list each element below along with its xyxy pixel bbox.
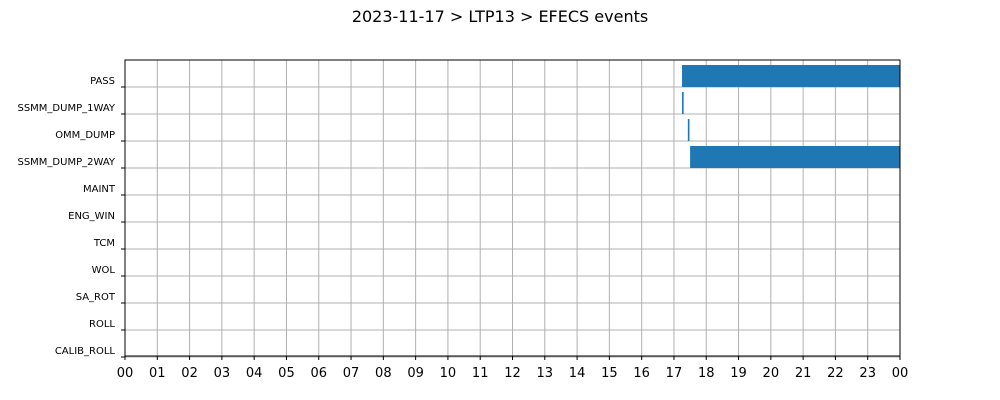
y-tick-label: SSMM_DUMP_2WAY [17,157,115,168]
y-tick-label: TCM [93,238,115,249]
y-axis: PASS SSMM_DUMP_1WAY OMM_DUMP SSMM_DUMP_2WAY… [17,76,125,358]
x-tick-label: 13 [537,366,554,381]
x-tick-label: 05 [278,366,295,381]
y-tick-label: CALIB_ROLL [55,346,116,357]
chart-title: 2023-11-17 > LTP13 > EFECS events [352,7,648,26]
x-tick-label: 19 [730,366,747,381]
x-tick-label: 02 [181,366,198,381]
y-tick-label: SA_ROT [76,292,116,303]
x-tick-label: 00 [117,366,134,381]
x-tick-label: 06 [310,366,327,381]
x-tick-label: 00 [892,366,909,381]
x-tick-label: 12 [504,366,521,381]
plot-frame [124,59,901,357]
event-bar [682,92,684,114]
event-bar [690,146,900,168]
y-tick-label: ROLL [89,319,115,330]
x-tick-label: 22 [827,366,844,381]
x-axis: 00 01 02 03 04 05 06 07 08 09 10 11 12 13 14 15 16 17 18 19… [117,356,909,381]
x-tick-label: 23 [859,366,876,381]
y-tick-label: SSMM_DUMP_1WAY [17,103,115,114]
x-tick-label: 17 [666,366,683,381]
event-bar [682,65,900,87]
x-tick-label: 07 [343,366,360,381]
x-tick-label: 09 [407,366,424,381]
event-bars [682,65,900,168]
y-tick-label: WOL [92,265,116,276]
x-tick-label: 01 [149,366,166,381]
x-tick-label: 04 [246,366,263,381]
y-tick-label: OMM_DUMP [55,130,115,141]
x-tick-label: 15 [601,366,618,381]
x-tick-label: 16 [633,366,650,381]
x-tick-label: 18 [698,366,715,381]
x-tick-label: 11 [472,366,489,381]
x-tick-label: 10 [440,366,457,381]
x-tick-label: 03 [214,366,231,381]
y-tick-label: MAINT [83,184,116,195]
event-bar [687,119,690,141]
grid [124,60,901,358]
y-tick-label: PASS [90,76,115,87]
x-tick-label: 21 [795,366,812,381]
x-tick-label: 20 [763,366,780,381]
x-tick-label: 08 [375,366,392,381]
y-tick-label: ENG_WIN [68,211,115,222]
x-tick-label: 14 [569,366,586,381]
